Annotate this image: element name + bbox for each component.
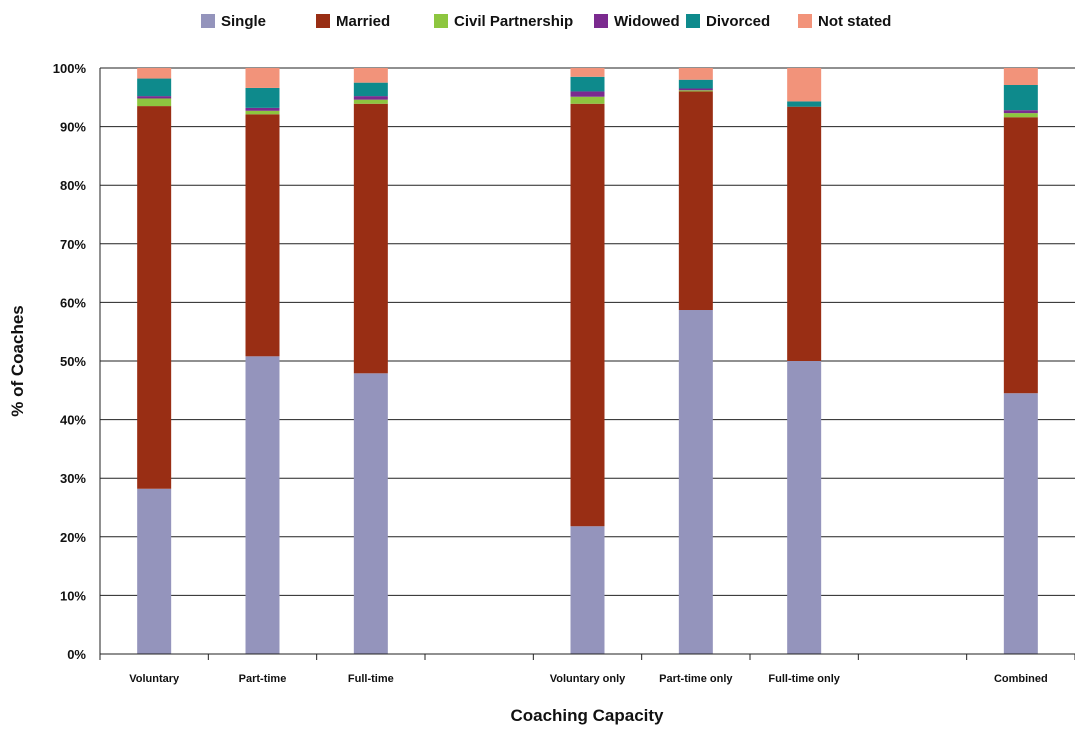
y-tick-label: 0% <box>67 647 86 662</box>
y-axis-title: % of Coaches <box>8 305 27 416</box>
y-tick-label: 90% <box>60 120 86 135</box>
legend-swatch-civil-partnership <box>434 14 448 28</box>
legend-swatch-married <box>316 14 330 28</box>
legend-swatch-single <box>201 14 215 28</box>
y-tick-label: 70% <box>60 237 86 252</box>
legend-item-civil-partnership: Civil Partnership <box>434 13 573 30</box>
bar-segment-not-stated <box>1003 68 1038 85</box>
y-tick-label: 80% <box>60 178 86 193</box>
legend-label-civil-partnership: Civil Partnership <box>454 13 573 30</box>
bar-segment-single <box>245 356 280 654</box>
bar-segment-widowed <box>137 96 172 99</box>
bar-segment-not-stated <box>570 68 605 77</box>
bar-segment-single <box>678 310 713 654</box>
bar-segment-widowed <box>353 96 388 100</box>
bar-segment-widowed <box>570 91 605 97</box>
y-tick-label: 10% <box>60 588 86 603</box>
bar-segment-civil-partnership <box>137 98 172 107</box>
legend-label-not-stated: Not stated <box>818 13 891 30</box>
bar-segment-not-stated <box>137 68 172 79</box>
legend-label-married: Married <box>336 13 390 30</box>
bar-segment-divorced <box>353 82 388 97</box>
x-axis-title: Coaching Capacity <box>510 706 664 725</box>
bar-segment-married <box>137 106 172 489</box>
bar-segment-not-stated <box>678 68 713 80</box>
bar-segment-not-stated <box>787 68 822 102</box>
y-tick-label: 40% <box>60 413 86 428</box>
y-tick-label: 50% <box>60 354 86 369</box>
legend: Single Married Civil Partnership Widowed Div… <box>201 13 891 30</box>
x-tick-label: Full-time only <box>768 673 840 685</box>
bar-segment-married <box>245 114 280 357</box>
bar-segment-married <box>678 91 713 311</box>
bar-segment-divorced <box>1003 84 1038 111</box>
bar-segment-divorced <box>678 79 713 89</box>
bar-segment-married <box>787 106 822 362</box>
bar-segment-widowed <box>678 88 713 91</box>
bar-segment-single <box>787 361 822 654</box>
bar-segment-widowed <box>1003 110 1038 114</box>
x-tick-label: Part-time only <box>659 673 733 685</box>
bar-segment-widowed <box>245 107 280 111</box>
bar-segment-civil-partnership <box>570 96 605 104</box>
x-axis: Voluntary Part-time Full-time Voluntary onl… <box>99 68 1075 685</box>
bar-segment-civil-partnership <box>353 99 388 104</box>
legend-item-not-stated: Not stated <box>798 13 891 30</box>
bar-segment-single <box>570 526 605 654</box>
bar-segment-civil-partnership <box>678 90 713 92</box>
legend-swatch-widowed <box>594 14 608 28</box>
bar-segment-married <box>570 103 605 527</box>
y-tick-label: 30% <box>60 471 86 486</box>
bar-segment-single <box>1003 393 1038 654</box>
legend-label-divorced: Divorced <box>706 13 770 30</box>
legend-item-divorced: Divorced <box>686 13 770 30</box>
x-tick-label: Part-time <box>239 673 287 685</box>
y-axis-ticks: 0% 10% 20% 30% 40% 50% 60% 70% 80% 90% 100% <box>53 61 87 662</box>
x-tick-label: Combined <box>994 673 1048 685</box>
bar-segment-single <box>353 373 388 654</box>
x-tick-label: Voluntary <box>129 673 180 685</box>
bar-segment-civil-partnership <box>1003 113 1038 118</box>
legend-label-widowed: Widowed <box>614 13 680 30</box>
bar-segment-not-stated <box>353 68 388 83</box>
bar-segment-civil-partnership <box>245 110 280 115</box>
bar-segment-divorced <box>570 76 605 92</box>
bar-segment-divorced <box>787 101 822 107</box>
legend-swatch-not-stated <box>798 14 812 28</box>
y-tick-label: 20% <box>60 530 86 545</box>
legend-label-single: Single <box>221 13 266 30</box>
bar-segment-single <box>137 488 172 654</box>
y-tick-label: 60% <box>60 295 86 310</box>
legend-item-married: Married <box>316 13 390 30</box>
bar-segment-divorced <box>245 87 280 108</box>
legend-swatch-divorced <box>686 14 700 28</box>
bar-segment-divorced <box>137 78 172 97</box>
legend-item-single: Single <box>201 13 266 30</box>
y-tick-label: 100% <box>53 61 87 76</box>
x-tick-label: Voluntary only <box>550 673 626 685</box>
bar-segment-not-stated <box>245 68 280 88</box>
bars <box>137 68 1038 654</box>
bar-segment-married <box>1003 117 1038 394</box>
bar-segment-married <box>353 103 388 374</box>
x-tick-label: Full-time <box>348 673 394 685</box>
legend-item-widowed: Widowed <box>594 13 680 30</box>
